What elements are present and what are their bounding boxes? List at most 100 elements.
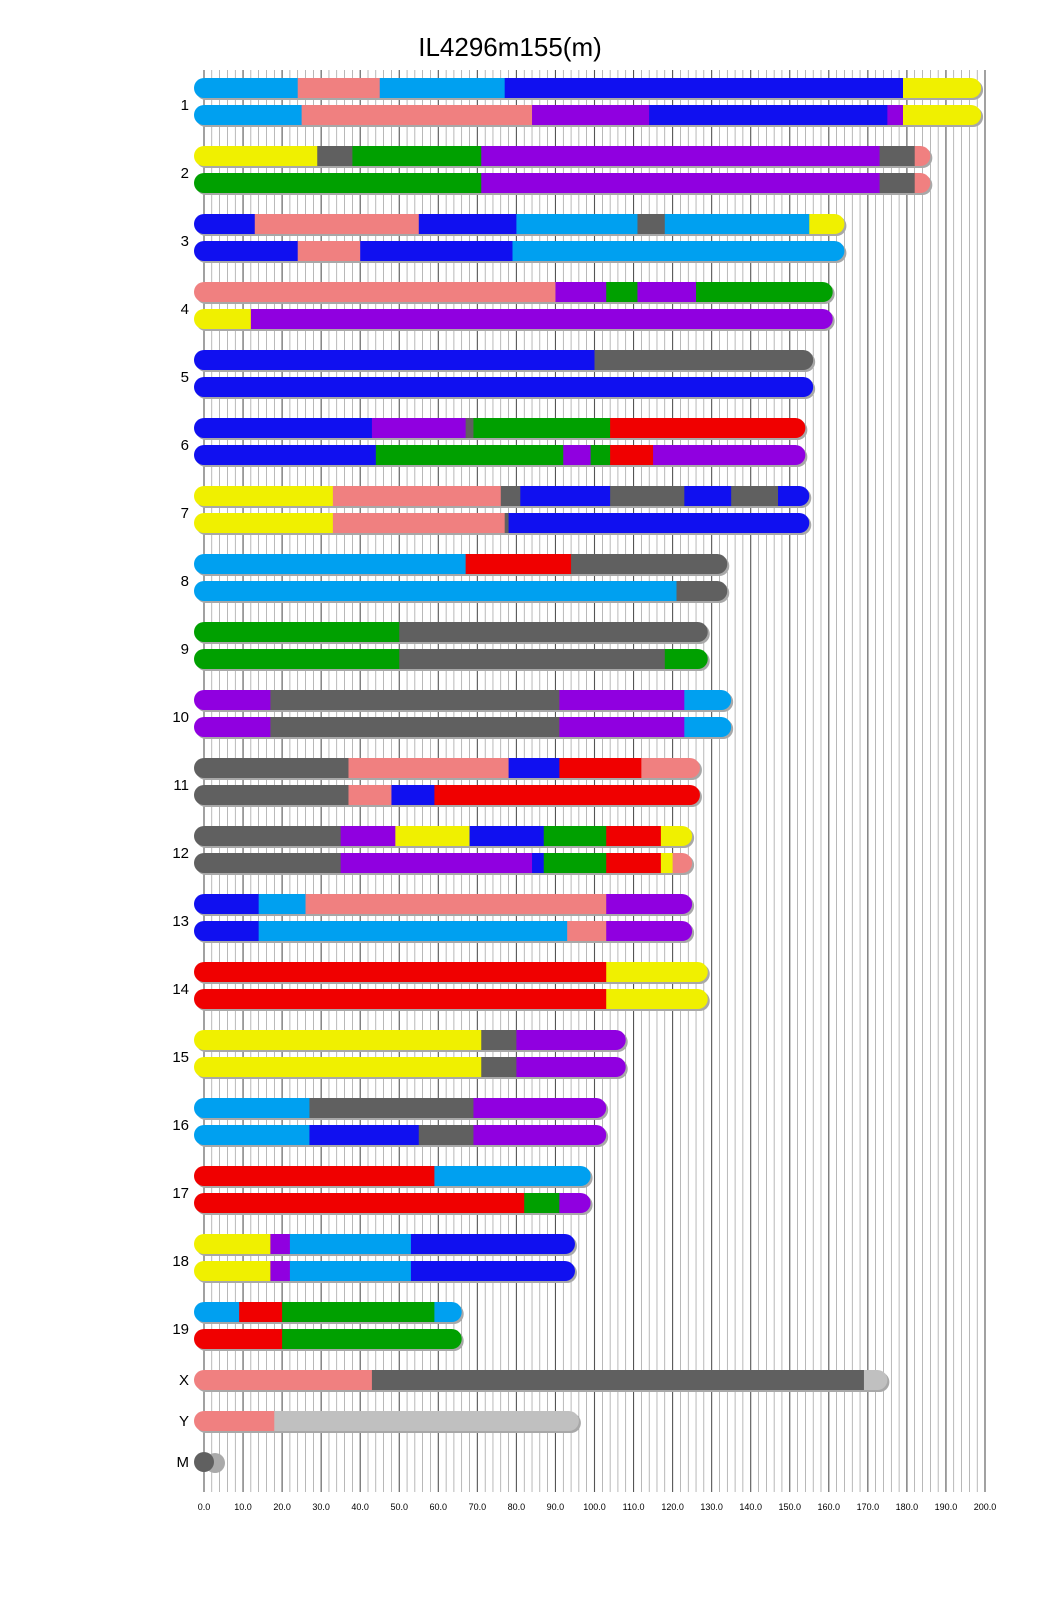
chromosome-track bbox=[194, 1098, 609, 1120]
segment bbox=[239, 1302, 283, 1322]
segment bbox=[473, 1125, 607, 1145]
segment bbox=[606, 921, 693, 941]
segment bbox=[606, 826, 662, 846]
chromosome-7: 7 bbox=[181, 486, 812, 535]
segment bbox=[194, 1452, 214, 1472]
chromosome-label: 4 bbox=[181, 301, 189, 318]
segment bbox=[194, 377, 814, 397]
segment bbox=[418, 214, 517, 234]
chromosome-17: 17 bbox=[172, 1166, 593, 1215]
chromosome-label: Y bbox=[179, 1413, 189, 1430]
segment bbox=[282, 1302, 435, 1322]
segment bbox=[504, 78, 904, 98]
chromosome-label: 7 bbox=[181, 505, 189, 522]
chromosome-M: M bbox=[177, 1452, 225, 1473]
x-tick-label: 120.0 bbox=[661, 1502, 684, 1512]
segment bbox=[348, 758, 510, 778]
segment bbox=[297, 78, 381, 98]
chromosome-label: 13 bbox=[172, 913, 189, 930]
x-tick-label: 160.0 bbox=[818, 1502, 841, 1512]
x-tick-label: 40.0 bbox=[351, 1502, 369, 1512]
segment bbox=[289, 1261, 412, 1281]
segment bbox=[469, 826, 545, 846]
segment bbox=[571, 554, 728, 574]
segment bbox=[371, 1370, 865, 1390]
segment bbox=[473, 418, 611, 438]
chromosome-label: 11 bbox=[173, 777, 189, 794]
chromosome-track bbox=[194, 758, 702, 780]
segment bbox=[672, 853, 693, 873]
chromosome-label: 1 bbox=[181, 97, 189, 114]
segment bbox=[863, 1370, 888, 1390]
x-tick-label: 110.0 bbox=[623, 1502, 645, 1512]
chromosome-track bbox=[194, 853, 695, 875]
chromosome-track bbox=[194, 309, 835, 331]
chromosome-18: 18 bbox=[172, 1234, 577, 1283]
chromosome-8: 8 bbox=[181, 554, 730, 603]
chromosome-label: 2 bbox=[181, 165, 189, 182]
chromosome-9: 9 bbox=[181, 622, 710, 671]
chromosome-1: 1 bbox=[181, 78, 984, 127]
segment bbox=[434, 1302, 462, 1322]
segment bbox=[194, 418, 373, 438]
segment bbox=[914, 173, 931, 193]
segment bbox=[778, 486, 810, 506]
segment bbox=[516, 1030, 626, 1050]
segment bbox=[194, 1329, 283, 1349]
segment bbox=[410, 1234, 575, 1254]
segment bbox=[194, 649, 400, 669]
chromosome-6: 6 bbox=[181, 418, 808, 467]
segment bbox=[641, 758, 700, 778]
segment bbox=[360, 241, 513, 261]
segment bbox=[500, 486, 521, 506]
x-tick-label: 140.0 bbox=[739, 1502, 762, 1512]
chromosome-track bbox=[194, 214, 847, 236]
chromosome-track bbox=[194, 962, 710, 984]
chromosome-track bbox=[194, 1261, 577, 1283]
chromosome-track bbox=[194, 622, 710, 644]
chromosome-label: 17 bbox=[172, 1185, 189, 1202]
segment bbox=[879, 146, 916, 166]
chromosome-track bbox=[194, 649, 710, 671]
segment bbox=[696, 282, 833, 302]
segment bbox=[481, 173, 881, 193]
chart-title: IL4296m155(m) bbox=[418, 32, 602, 62]
segment bbox=[194, 785, 349, 805]
segment bbox=[194, 853, 342, 873]
segment bbox=[194, 554, 467, 574]
chromosome-label: 15 bbox=[172, 1049, 189, 1066]
segment bbox=[194, 1125, 310, 1145]
segment bbox=[371, 418, 467, 438]
chromosome-track bbox=[194, 350, 816, 372]
segment bbox=[516, 1057, 626, 1077]
segment bbox=[508, 513, 810, 533]
segment bbox=[653, 445, 806, 465]
chromosome-label: 19 bbox=[172, 1321, 189, 1338]
x-tick-label: 10.0 bbox=[234, 1502, 252, 1512]
chromosome-label: 10 bbox=[172, 709, 189, 726]
chromosome-track bbox=[194, 173, 933, 195]
chromosome-14: 14 bbox=[172, 962, 710, 1011]
segment bbox=[465, 554, 572, 574]
segment bbox=[555, 282, 607, 302]
chromosome-label: 18 bbox=[172, 1253, 189, 1270]
segment bbox=[606, 962, 708, 982]
segment bbox=[340, 853, 533, 873]
x-tick-label: 180.0 bbox=[896, 1502, 919, 1512]
x-tick-label: 50.0 bbox=[390, 1502, 408, 1512]
segment bbox=[309, 1098, 474, 1118]
chromosome-track bbox=[194, 1193, 593, 1215]
segment bbox=[532, 853, 545, 873]
segment bbox=[282, 1329, 462, 1349]
chromosome-track bbox=[194, 894, 695, 916]
segment bbox=[664, 649, 708, 669]
segment bbox=[590, 445, 611, 465]
chromosome-4: 4 bbox=[181, 282, 835, 331]
segment bbox=[194, 622, 400, 642]
segment bbox=[809, 214, 845, 234]
segment bbox=[731, 486, 779, 506]
segment bbox=[567, 921, 607, 941]
segment bbox=[194, 1098, 310, 1118]
segment bbox=[610, 445, 654, 465]
